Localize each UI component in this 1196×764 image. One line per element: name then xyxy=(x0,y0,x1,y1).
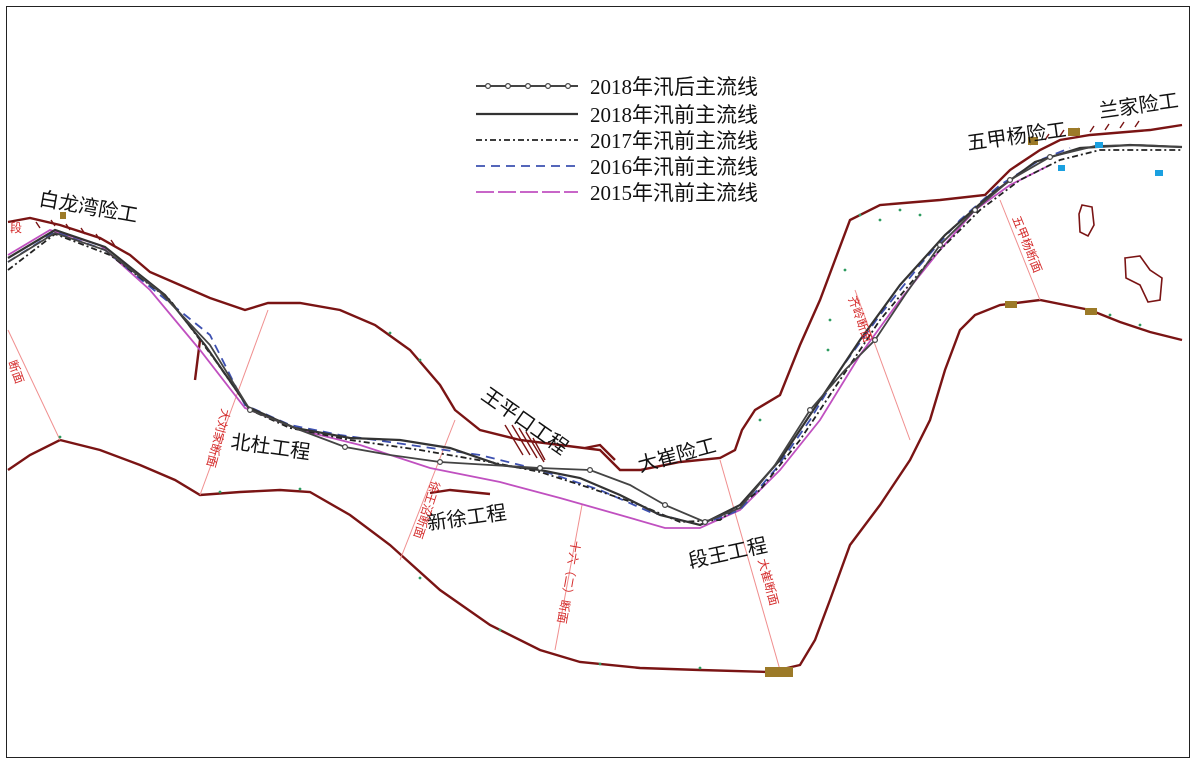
pond-1 xyxy=(1078,204,1095,238)
map-frame xyxy=(6,6,1190,758)
pond-2 xyxy=(1124,255,1163,303)
legend-marker xyxy=(505,82,512,89)
flow-marker xyxy=(661,502,668,509)
vegetation-dot xyxy=(698,666,702,670)
section-label-1: 断面 xyxy=(5,358,27,386)
flow-marker xyxy=(247,407,254,414)
levees xyxy=(7,123,1183,674)
flow-lines xyxy=(7,143,1183,529)
section-line-2 xyxy=(199,309,269,496)
vegetation-dot xyxy=(388,331,392,335)
vegetation-dot xyxy=(843,268,847,272)
south-levee xyxy=(7,298,1183,674)
vegetation-dot xyxy=(878,218,882,222)
vegetation-dot xyxy=(418,358,422,362)
north-levee xyxy=(7,123,1183,472)
bailongwan-spurs xyxy=(35,219,116,247)
place-label-dacui: 大崔险工 xyxy=(635,433,718,477)
legend-label-2018-before: 2018年汛前主流线 xyxy=(590,103,758,127)
vegetation-dot xyxy=(1138,323,1142,327)
flow-marker xyxy=(936,242,943,249)
legend-label-2018-after: 2018年汛后主流线 xyxy=(590,75,758,99)
legend-label-2016-before: 2016年汛前主流线 xyxy=(590,155,758,179)
gate-marker xyxy=(1068,128,1080,136)
water-marker xyxy=(1058,165,1065,171)
section-line-7 xyxy=(999,199,1041,301)
water-marker xyxy=(1155,170,1163,176)
section-line-1 xyxy=(7,329,61,441)
section-line-3 xyxy=(399,419,456,561)
place-label-xinxu: 新徐工程 xyxy=(425,500,508,535)
flow-2016-before xyxy=(7,147,1071,526)
section-line-6 xyxy=(854,289,911,441)
vegetation-dot xyxy=(898,208,902,212)
vegetation-dot xyxy=(418,576,422,580)
vegetation-dot xyxy=(758,418,762,422)
inner-bend-levee xyxy=(193,339,202,381)
spur-dikes xyxy=(35,120,1140,463)
legend-label-2017-before: 2017年汛前主流线 xyxy=(590,129,758,153)
place-label-beidu: 北杜工程 xyxy=(229,429,312,464)
place-label-lanjia: 兰家险工 xyxy=(1097,88,1180,123)
legend-label-2015-before: 2015年汛前主流线 xyxy=(590,181,758,205)
legend-marker xyxy=(564,82,571,89)
cross-sections xyxy=(7,199,1041,671)
vegetation-dot xyxy=(826,348,830,352)
flow-marker xyxy=(701,518,708,525)
section-label-2: 大刘家断面 xyxy=(204,407,234,469)
gate-marker xyxy=(1028,137,1038,145)
vegetation xyxy=(58,208,1142,670)
section-line-5 xyxy=(719,459,781,671)
vegetation-dot xyxy=(858,213,862,217)
flow-marker xyxy=(536,465,543,472)
vegetation-dot xyxy=(58,435,62,439)
gates xyxy=(60,128,1163,677)
legend-marker xyxy=(485,82,492,89)
wangpingkou-spurs xyxy=(504,424,546,463)
dacui-wall xyxy=(584,443,616,461)
wangpingkou-dike xyxy=(429,488,491,496)
vegetation-dot xyxy=(218,490,222,494)
flow-marker xyxy=(342,444,349,451)
flow-marker xyxy=(806,407,813,414)
vegetation-dot xyxy=(298,487,302,491)
flow-marker xyxy=(586,467,593,474)
vegetation-dot xyxy=(1108,313,1112,317)
gate-marker xyxy=(1005,301,1017,308)
flow-marker xyxy=(437,459,444,466)
vegetation-dot xyxy=(598,662,602,666)
flow-marker xyxy=(1006,177,1013,184)
section-label-5: 大崔断面 xyxy=(755,557,782,607)
section-label-8: 段 xyxy=(10,220,22,235)
section-label-6: 齐岭断面 xyxy=(845,294,876,344)
section-label-7: 五甲杨断面 xyxy=(1009,214,1045,275)
flow-2017-before xyxy=(7,149,1182,523)
legend: 2018年汛后主流线 2018年汛前主流线 2017年汛前主流线 2016年汛前… xyxy=(476,75,758,205)
legend-marker xyxy=(524,82,531,89)
section-label-4: 十六（二）断面 xyxy=(554,539,583,624)
flow-marker xyxy=(1046,154,1053,161)
vegetation-dot xyxy=(918,213,922,217)
gate-marker xyxy=(765,667,793,677)
flow-marker xyxy=(871,337,878,344)
legend-marker xyxy=(544,82,551,89)
flow-marker xyxy=(971,207,978,214)
place-label-wujiayang: 五甲杨险工 xyxy=(965,117,1067,155)
water-marker xyxy=(1095,142,1103,148)
flow-2015-before xyxy=(7,164,1051,529)
vegetation-dot xyxy=(828,318,832,322)
section-line-4 xyxy=(554,504,583,651)
gate-marker xyxy=(60,212,66,219)
gate-marker xyxy=(1085,308,1097,315)
legend-swatch-2018-after-markers xyxy=(485,82,571,89)
flow-2018-after-markers xyxy=(247,154,1053,525)
vegetation-dot xyxy=(498,628,502,632)
